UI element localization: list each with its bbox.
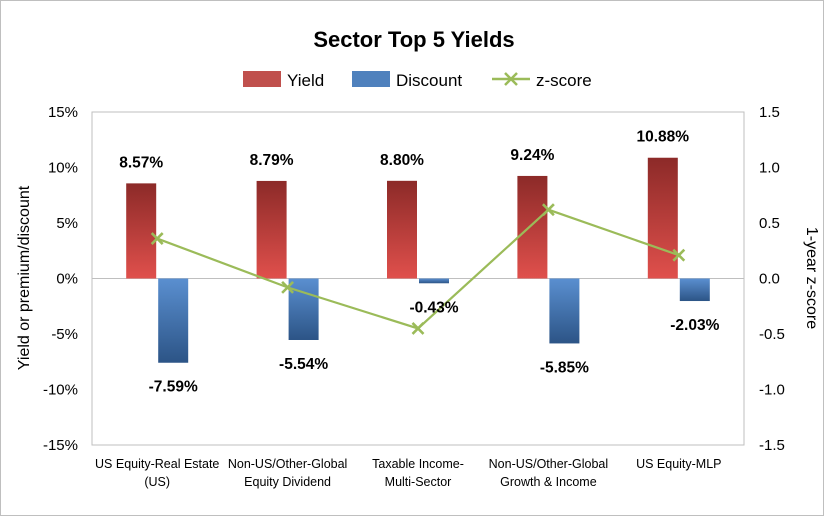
category-label: Multi-Sector: [385, 475, 452, 489]
data-label-yield: 9.24%: [510, 147, 554, 164]
y2-tick-label: -1.0: [759, 382, 785, 399]
zscore-series: [150, 203, 686, 335]
category-label: Non-US/Other-Global: [489, 457, 609, 471]
y-tick-label: 15%: [48, 104, 78, 121]
y-tick-label: -10%: [43, 382, 78, 399]
category-label: Growth & Income: [500, 475, 597, 489]
zscore-point: [541, 203, 555, 217]
bar-discount: [419, 278, 449, 284]
category-label: Taxable Income-: [372, 457, 464, 471]
data-label-yield: 10.88%: [637, 129, 690, 146]
legend: Yield Discount z-score: [243, 71, 592, 90]
category-label: Non-US/Other-Global: [228, 457, 348, 471]
data-label-discount: -7.59%: [149, 379, 198, 396]
bar-discount: [288, 278, 319, 340]
category-label: US Equity-Real Estate: [95, 457, 219, 471]
bars: [92, 157, 744, 363]
legend-label-discount: Discount: [396, 71, 462, 90]
bar-yield: [517, 175, 548, 279]
legend-swatch-discount: [352, 71, 390, 87]
y-axis-title: Yield or premium/discount: [16, 185, 33, 370]
bar-discount: [158, 278, 189, 363]
bar-discount: [679, 278, 710, 302]
chart-title: Sector Top 5 Yields: [313, 27, 514, 52]
y2-tick-label: 1.0: [759, 160, 780, 177]
y-axis-ticks: 15% 10% 5% 0% -5% -10% -15%: [43, 104, 78, 454]
data-labels: 8.57% -7.59% 8.79% -5.54% 8.80% -0.43% 9.24% -5…: [119, 129, 719, 396]
zscore-point: [411, 322, 425, 335]
category-label: Equity Dividend: [244, 475, 331, 489]
zscore-point: [150, 232, 164, 245]
data-label-yield: 8.79%: [250, 152, 294, 169]
data-label-discount: -0.43%: [409, 299, 458, 316]
zscore-point: [281, 280, 295, 294]
y2-axis-ticks: 1.5 1.0 0.5 0.0 -0.5 -1.0 -1.5: [759, 104, 785, 454]
y2-tick-label: -1.5: [759, 437, 785, 454]
bar-yield: [256, 180, 287, 279]
y2-tick-label: -0.5: [759, 326, 785, 343]
zscore-point: [672, 248, 686, 262]
legend-marker-zscore: [504, 72, 518, 86]
y2-tick-label: 0.0: [759, 271, 780, 288]
bar-yield: [647, 157, 678, 279]
data-label-discount: -2.03%: [670, 317, 719, 334]
y-tick-label: -15%: [43, 437, 78, 454]
category-label: (US): [144, 475, 170, 489]
legend-swatch-yield: [243, 71, 281, 87]
y2-tick-label: 0.5: [759, 215, 780, 232]
y-tick-label: 10%: [48, 160, 78, 177]
legend-label-zscore: z-score: [536, 71, 592, 90]
bar-yield: [387, 180, 417, 279]
y-tick-label: -5%: [51, 326, 78, 343]
bar-yield: [126, 183, 157, 279]
data-label-discount: -5.85%: [540, 359, 589, 376]
legend-label-yield: Yield: [287, 71, 324, 90]
category-labels: US Equity-Real Estate (US) Non-US/Other-Gl…: [95, 457, 722, 489]
category-label: US Equity-MLP: [636, 457, 721, 471]
bar-discount: [549, 278, 580, 344]
y-tick-label: 0%: [56, 271, 78, 288]
data-label-discount: -5.54%: [279, 356, 328, 373]
y2-tick-label: 1.5: [759, 104, 780, 121]
y-tick-label: 5%: [56, 215, 78, 232]
y2-axis-title: 1-year z-score: [803, 227, 820, 329]
data-label-yield: 8.57%: [119, 154, 163, 171]
data-label-yield: 8.80%: [380, 152, 424, 169]
